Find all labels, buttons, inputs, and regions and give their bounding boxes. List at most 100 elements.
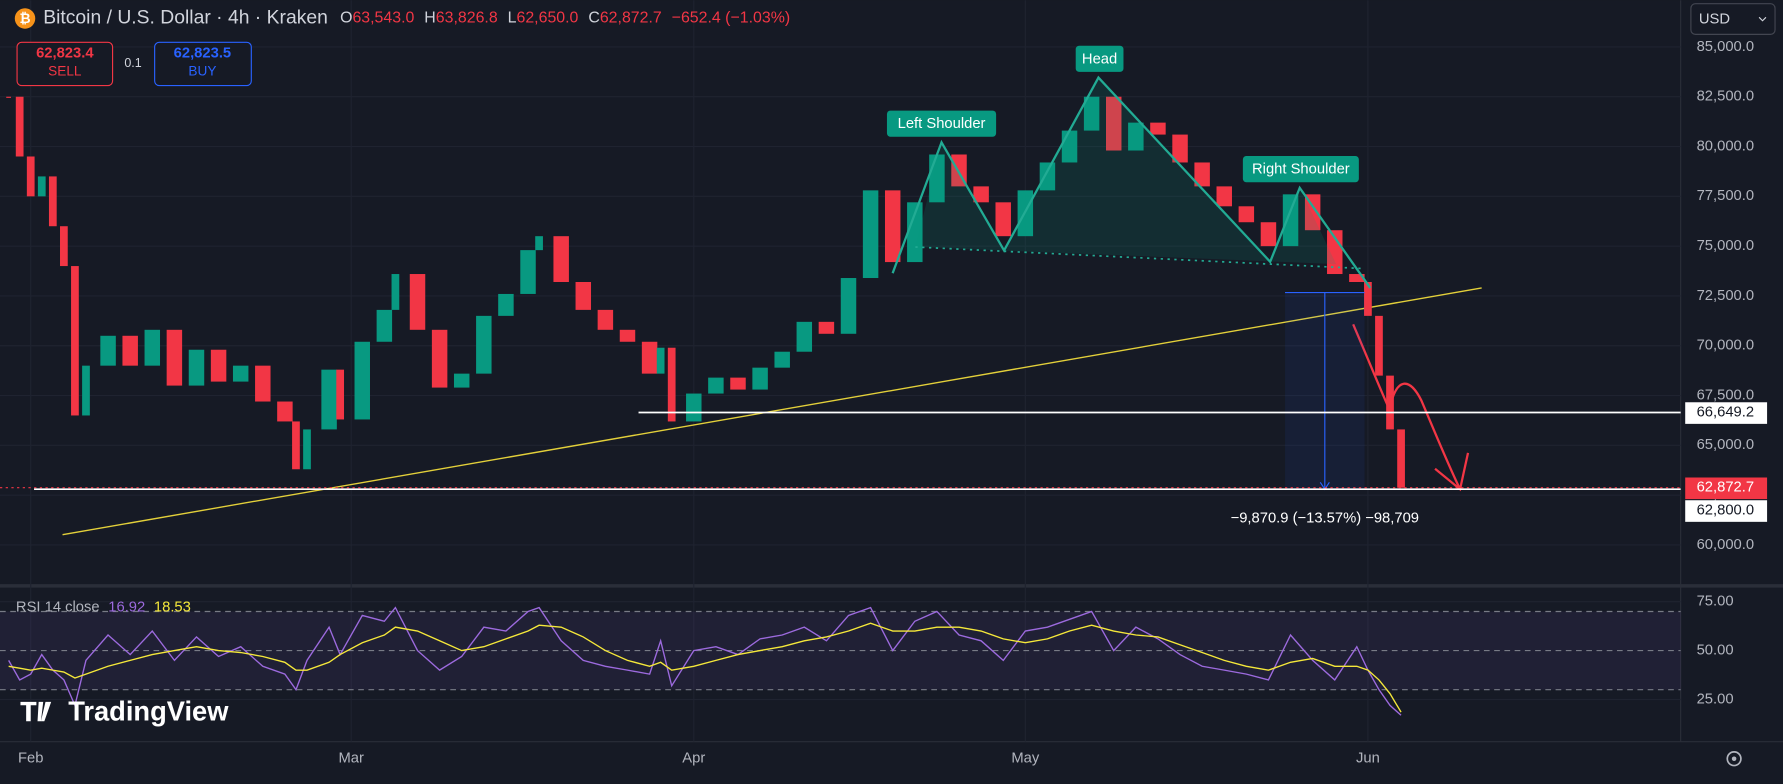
x-tick-label: Feb	[18, 751, 43, 767]
candle	[1304, 194, 1321, 231]
ohlc-value: 62,872.7	[600, 10, 662, 27]
quantity[interactable]: 0.1	[124, 56, 141, 70]
candle	[1375, 315, 1383, 376]
candle	[1238, 206, 1255, 223]
candle	[973, 186, 989, 203]
rsi-legend: RSI 14 close 16.92 18.53	[16, 599, 191, 615]
sell-box[interactable]	[16, 41, 114, 87]
candle	[166, 329, 183, 386]
candle	[232, 365, 249, 382]
candle	[1386, 375, 1394, 430]
candle	[656, 347, 665, 374]
currency-box[interactable]	[1690, 3, 1776, 35]
x-tick-label: Apr	[682, 751, 705, 767]
candle	[453, 373, 470, 388]
label-box	[1242, 156, 1359, 183]
candle	[60, 226, 68, 267]
brand: TradingView	[68, 695, 229, 726]
price-label-box	[1685, 477, 1768, 500]
candle	[796, 321, 813, 352]
candle	[48, 176, 57, 227]
candle	[15, 96, 24, 157]
candle	[1083, 96, 1100, 131]
candle	[1349, 274, 1365, 282]
candle	[1216, 186, 1232, 207]
pattern-outline	[891, 75, 1372, 289]
ohlc-key: H	[424, 10, 436, 27]
y-tick-label: 80,000.0	[1697, 138, 1754, 154]
candle	[188, 349, 205, 386]
label-box	[886, 110, 997, 137]
candle	[619, 329, 636, 342]
candle	[354, 341, 370, 420]
header: Bitcoin / U.S. Dollar · 4h · Kraken O63,…	[43, 8, 790, 29]
buy-label[interactable]: BUY	[188, 64, 216, 79]
candle	[26, 156, 35, 197]
gear[interactable]	[1726, 751, 1742, 767]
bitcoin-symbol: ₿	[19, 11, 30, 26]
candle	[71, 266, 79, 416]
candle	[255, 365, 271, 402]
price-label: 62,872.7	[1697, 480, 1754, 496]
candle	[752, 367, 768, 390]
buy-button[interactable]: 62,823.5 BUY	[154, 41, 252, 87]
y-tick-label: 50.00	[1697, 643, 1734, 659]
forecast-path	[1352, 323, 1462, 490]
x-tick-label: Jun	[1356, 751, 1380, 767]
grid	[0, 0, 1681, 742]
candle	[641, 341, 658, 374]
trendline	[62, 287, 1482, 536]
candle	[1282, 194, 1299, 247]
price-label-box	[1685, 402, 1768, 424]
candle	[321, 369, 337, 430]
candle	[303, 429, 311, 470]
rsi-line	[8, 606, 1402, 716]
candle	[476, 315, 492, 374]
candle	[277, 401, 293, 422]
change: −652.4 (−1.03%)	[672, 10, 791, 27]
ohlc-key: O	[340, 10, 352, 27]
candle	[708, 377, 724, 394]
candle	[575, 281, 592, 310]
candle	[553, 236, 569, 282]
x-tick-label: May	[1011, 751, 1040, 767]
candle	[686, 393, 702, 422]
candle	[100, 335, 116, 366]
head-and-shoulders: Left Shoulder Head Right Shoulder	[886, 45, 1372, 289]
sell-price[interactable]: 62,823.4	[36, 46, 94, 62]
buy-price[interactable]: 62,823.5	[174, 46, 231, 62]
y-tick-label: 77,500.0	[1697, 188, 1754, 204]
y-tick-label: 72,500.0	[1697, 288, 1754, 304]
candle	[1397, 429, 1405, 488]
y-tick-label: 85,000.0	[1697, 39, 1754, 55]
candle	[774, 351, 790, 368]
x-tick-label: Mar	[338, 751, 364, 767]
candle	[667, 347, 676, 422]
currency[interactable]: USD	[1699, 12, 1730, 28]
y-tick-label: 65,000.0	[1697, 437, 1754, 453]
rsi-pane	[0, 601, 1681, 716]
candle	[431, 329, 448, 388]
sell-label[interactable]: SELL	[48, 64, 82, 79]
gear-center[interactable]	[1731, 756, 1737, 761]
chevron[interactable]	[1758, 16, 1767, 22]
right-shoulder-label: Right Shoulder	[1252, 162, 1350, 178]
brand-logo	[20, 701, 52, 722]
candle	[1039, 162, 1056, 191]
candle	[1194, 162, 1210, 187]
head-label: Head	[1082, 51, 1117, 67]
buy-box[interactable]	[154, 41, 252, 87]
sell-button[interactable]: 62,823.4 SELL	[16, 41, 114, 87]
price-lines: −9,870.9 (−13.57%) −98,709	[0, 291, 1681, 527]
measure-label: −9,870.9 (−13.57%) −98,709	[1231, 511, 1419, 527]
candle	[907, 202, 923, 263]
candle	[730, 377, 746, 390]
currency-dropdown[interactable]: USD	[1690, 3, 1776, 35]
y-tick-label: 60,000.0	[1697, 537, 1754, 553]
candle	[1150, 122, 1166, 135]
settings[interactable]	[1726, 751, 1742, 767]
y-tick-label: 75,000.0	[1697, 238, 1754, 254]
candle	[1260, 222, 1277, 247]
